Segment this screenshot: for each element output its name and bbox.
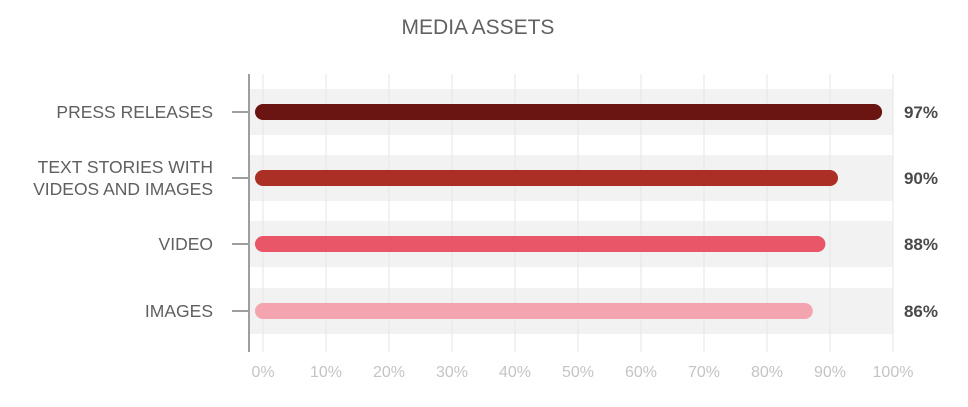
x-tick-label: 80% xyxy=(751,364,783,381)
y-axis xyxy=(232,74,250,352)
x-tick-label: 50% xyxy=(562,364,594,381)
x-tick-labels: 0% 10% 20% 30% 40% 50% 60% 70% 80% 90% 100% xyxy=(251,364,913,381)
x-tick-label: 40% xyxy=(499,364,531,381)
category-label: VIDEOS AND IMAGES xyxy=(33,179,213,199)
value-label: 90% xyxy=(904,169,938,188)
x-tick-label: 70% xyxy=(688,364,720,381)
value-label: 97% xyxy=(904,103,938,122)
x-tick-label: 60% xyxy=(625,364,657,381)
x-tick-label: 0% xyxy=(251,364,274,381)
category-label: IMAGES xyxy=(145,301,213,321)
category-label: TEXT STORIES WITH xyxy=(38,157,213,177)
row-bands xyxy=(250,89,893,334)
value-label: 88% xyxy=(904,235,938,254)
x-tick-label: 20% xyxy=(373,364,405,381)
x-tick-label: 90% xyxy=(814,364,846,381)
x-tick-label: 10% xyxy=(310,364,342,381)
value-labels: 97% 90% 88% 86% xyxy=(904,103,938,321)
category-label: PRESS RELEASES xyxy=(56,102,213,122)
value-label: 86% xyxy=(904,302,938,321)
bars xyxy=(255,104,883,319)
category-label: VIDEO xyxy=(159,234,213,254)
x-tick-label: 30% xyxy=(436,364,468,381)
x-tick-label: 100% xyxy=(873,364,914,381)
chart-title: MEDIA ASSETS xyxy=(402,16,555,39)
